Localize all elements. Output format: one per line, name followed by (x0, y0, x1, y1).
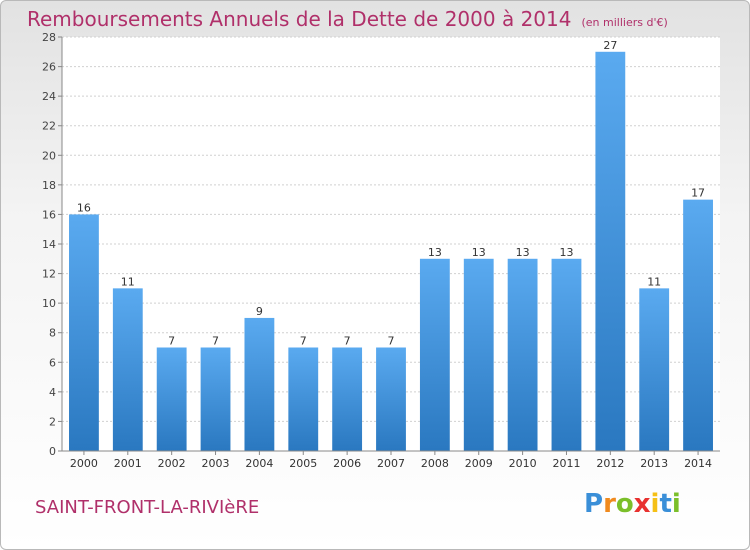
bar (595, 51, 626, 452)
chart-title: Remboursements Annuels de la Dette de 20… (27, 7, 668, 31)
y-tick-label: 6 (49, 356, 56, 369)
logo-letter: t (659, 489, 672, 519)
logo-letter: r (603, 489, 616, 519)
x-tick-label: 2012 (596, 457, 624, 470)
bar (244, 317, 275, 451)
y-tick-label: 0 (49, 445, 56, 458)
data-label: 11 (647, 275, 661, 288)
bar (156, 347, 187, 451)
logo-letter: i (650, 489, 660, 519)
x-tick-label: 2005 (289, 457, 317, 470)
bar (639, 288, 670, 451)
data-label: 7 (168, 335, 175, 348)
y-tick-label: 16 (42, 208, 56, 221)
x-tick-label: 2004 (245, 457, 273, 470)
bar (288, 347, 319, 451)
bar (200, 347, 231, 451)
data-label: 13 (428, 246, 442, 259)
logo-letter: o (615, 489, 634, 519)
logo-letter: P (584, 489, 604, 519)
y-tick-label: 12 (42, 268, 56, 281)
data-label: 13 (472, 246, 486, 259)
data-label: 7 (388, 335, 395, 348)
data-label: 13 (516, 246, 530, 259)
y-tick-label: 24 (42, 90, 56, 103)
y-tick-label: 10 (42, 297, 56, 310)
bar (683, 199, 713, 451)
bar (419, 258, 450, 451)
data-label: 17 (691, 187, 705, 200)
x-tick-label: 2001 (114, 457, 142, 470)
data-label: 11 (121, 275, 135, 288)
bar (376, 347, 406, 451)
x-tick-label: 2000 (70, 457, 98, 470)
bar (332, 347, 363, 451)
proxiti-logo: Proxiti (584, 489, 681, 519)
unit-label: (en milliers d'€) (581, 16, 668, 29)
y-tick-label: 8 (49, 327, 56, 340)
x-tick-label: 2014 (684, 457, 712, 470)
data-label: 7 (344, 335, 351, 348)
bar (551, 258, 582, 451)
x-tick-label: 2008 (421, 457, 449, 470)
commune-name: SAINT-FRONT-LA-RIVIèRE (35, 497, 260, 518)
y-tick-label: 20 (42, 149, 56, 162)
bar (463, 258, 494, 451)
data-label: 7 (212, 335, 219, 348)
logo-letter: i (671, 489, 681, 519)
y-tick-label: 14 (42, 238, 56, 251)
x-tick-label: 2009 (465, 457, 493, 470)
data-label: 16 (77, 201, 91, 214)
y-tick-label: 26 (42, 61, 56, 74)
logo-letter: x (633, 489, 651, 519)
x-tick-label: 2007 (377, 457, 405, 470)
data-label: 9 (256, 305, 263, 318)
data-label: 27 (603, 39, 617, 52)
y-tick-label: 2 (49, 415, 56, 428)
y-tick-label: 28 (42, 31, 56, 44)
bar (69, 214, 99, 451)
data-label: 13 (559, 246, 573, 259)
x-tick-label: 2002 (158, 457, 186, 470)
x-tick-label: 2010 (509, 457, 537, 470)
y-tick-label: 22 (42, 120, 56, 133)
x-tick-label: 2013 (640, 457, 668, 470)
bar (507, 258, 538, 451)
data-label: 7 (300, 335, 307, 348)
y-tick-label: 18 (42, 179, 56, 192)
title-text: Remboursements Annuels de la Dette de 20… (27, 7, 572, 31)
x-tick-label: 2006 (333, 457, 361, 470)
x-tick-label: 2003 (202, 457, 230, 470)
x-tick-label: 2011 (552, 457, 580, 470)
y-tick-label: 4 (49, 386, 56, 399)
bar (112, 288, 143, 451)
